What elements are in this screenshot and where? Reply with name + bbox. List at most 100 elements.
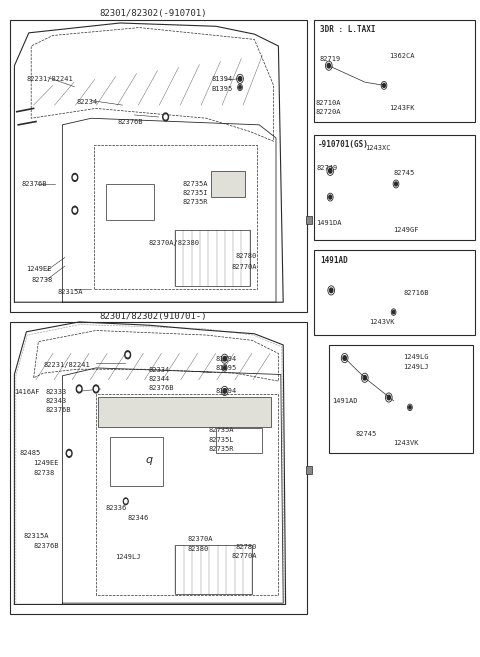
Text: 82719: 82719: [319, 56, 340, 62]
Text: 1416AF: 1416AF: [14, 389, 40, 396]
Bar: [314, 250, 475, 335]
Bar: [110, 437, 163, 486]
Circle shape: [123, 498, 128, 505]
Circle shape: [328, 168, 332, 173]
Text: 82735R: 82735R: [182, 199, 208, 206]
Bar: [306, 466, 312, 474]
Text: 82376B: 82376B: [34, 543, 59, 549]
Text: 82735A: 82735A: [182, 181, 208, 187]
Text: 82710A: 82710A: [316, 100, 341, 106]
Text: 81395: 81395: [216, 365, 237, 371]
Text: 1249LG: 1249LG: [403, 354, 429, 361]
Circle shape: [395, 182, 397, 186]
Text: 82749: 82749: [317, 164, 338, 171]
Text: 82334: 82334: [149, 367, 170, 373]
Text: 1249LJ: 1249LJ: [115, 554, 141, 560]
Circle shape: [409, 405, 411, 409]
Text: 82231/82241: 82231/82241: [43, 361, 90, 368]
Bar: [314, 20, 475, 122]
Circle shape: [223, 356, 227, 361]
Bar: [10, 322, 307, 614]
Text: 82315A: 82315A: [24, 533, 49, 539]
Circle shape: [327, 64, 330, 68]
Text: 82735I: 82735I: [182, 190, 208, 196]
Text: 82720A: 82720A: [316, 109, 341, 116]
Text: 82344: 82344: [149, 376, 170, 382]
Text: 1249EE: 1249EE: [26, 266, 52, 273]
Bar: [175, 545, 252, 594]
Text: 82370A/82380: 82370A/82380: [149, 240, 200, 246]
Text: 82780: 82780: [235, 543, 256, 550]
Text: 1249GF: 1249GF: [394, 227, 419, 233]
Text: 82380: 82380: [187, 545, 208, 552]
Circle shape: [363, 376, 367, 380]
Circle shape: [72, 173, 78, 181]
Text: 1491AD: 1491AD: [320, 256, 348, 265]
Circle shape: [163, 113, 168, 121]
Text: 82346: 82346: [127, 514, 148, 521]
Text: 82376B: 82376B: [46, 407, 71, 413]
Text: 82376B: 82376B: [149, 385, 174, 392]
Text: 1362CA: 1362CA: [389, 53, 414, 59]
Bar: [329, 345, 473, 453]
Circle shape: [387, 396, 391, 399]
Text: 82234: 82234: [77, 99, 98, 105]
Text: 82301/82302(910701-): 82301/82302(910701-): [100, 312, 207, 321]
Circle shape: [224, 367, 226, 369]
Text: 1249LJ: 1249LJ: [403, 364, 429, 371]
Text: 82376B: 82376B: [118, 118, 143, 125]
Text: 82770A: 82770A: [231, 263, 257, 270]
Text: 81394: 81394: [216, 355, 237, 362]
Text: 82738: 82738: [34, 470, 55, 476]
Text: 82738: 82738: [31, 277, 52, 283]
Text: 82770A: 82770A: [231, 553, 257, 560]
Bar: [211, 171, 245, 197]
Circle shape: [239, 85, 241, 89]
Text: 81394: 81394: [211, 76, 232, 82]
Circle shape: [72, 206, 78, 214]
Circle shape: [78, 387, 81, 391]
Text: 1249EE: 1249EE: [34, 460, 59, 466]
Text: 81394: 81394: [216, 388, 237, 394]
Text: 82735L: 82735L: [209, 436, 234, 443]
Circle shape: [392, 310, 395, 314]
Text: 82485: 82485: [19, 449, 40, 456]
Circle shape: [95, 387, 97, 391]
Text: 82301/82302(-910701): 82301/82302(-910701): [100, 9, 207, 18]
Circle shape: [76, 385, 82, 393]
Text: 1491DA: 1491DA: [316, 220, 341, 227]
Text: 1243VK: 1243VK: [370, 319, 395, 325]
Circle shape: [125, 351, 131, 359]
Text: 1243XC: 1243XC: [365, 145, 390, 151]
Bar: [10, 20, 307, 312]
Text: 82234: 82234: [103, 399, 124, 405]
Text: 82336: 82336: [106, 505, 127, 511]
Text: 82370A: 82370A: [187, 535, 213, 542]
Text: 82780: 82780: [235, 253, 256, 260]
Circle shape: [223, 388, 227, 393]
Bar: [175, 230, 250, 286]
Text: 82343: 82343: [46, 397, 67, 404]
Text: 82376B: 82376B: [22, 181, 47, 187]
Text: 1243VK: 1243VK: [394, 440, 419, 446]
Text: q: q: [145, 455, 152, 465]
Circle shape: [329, 288, 333, 293]
Bar: [216, 428, 262, 453]
Circle shape: [93, 385, 99, 393]
Circle shape: [329, 195, 332, 199]
Circle shape: [383, 83, 385, 87]
Text: 82735R: 82735R: [209, 445, 234, 452]
Circle shape: [68, 451, 71, 455]
Text: B1395: B1395: [211, 86, 232, 93]
Text: 82745: 82745: [394, 170, 415, 176]
Text: 82745: 82745: [355, 430, 376, 437]
Circle shape: [343, 356, 347, 360]
Circle shape: [126, 353, 129, 357]
Bar: [314, 135, 475, 240]
Circle shape: [73, 175, 76, 179]
Circle shape: [73, 208, 76, 212]
Text: 82333: 82333: [46, 388, 67, 395]
Text: 3DR : L.TAXI: 3DR : L.TAXI: [320, 25, 376, 34]
Text: 82716B: 82716B: [403, 290, 429, 296]
Circle shape: [164, 115, 167, 119]
